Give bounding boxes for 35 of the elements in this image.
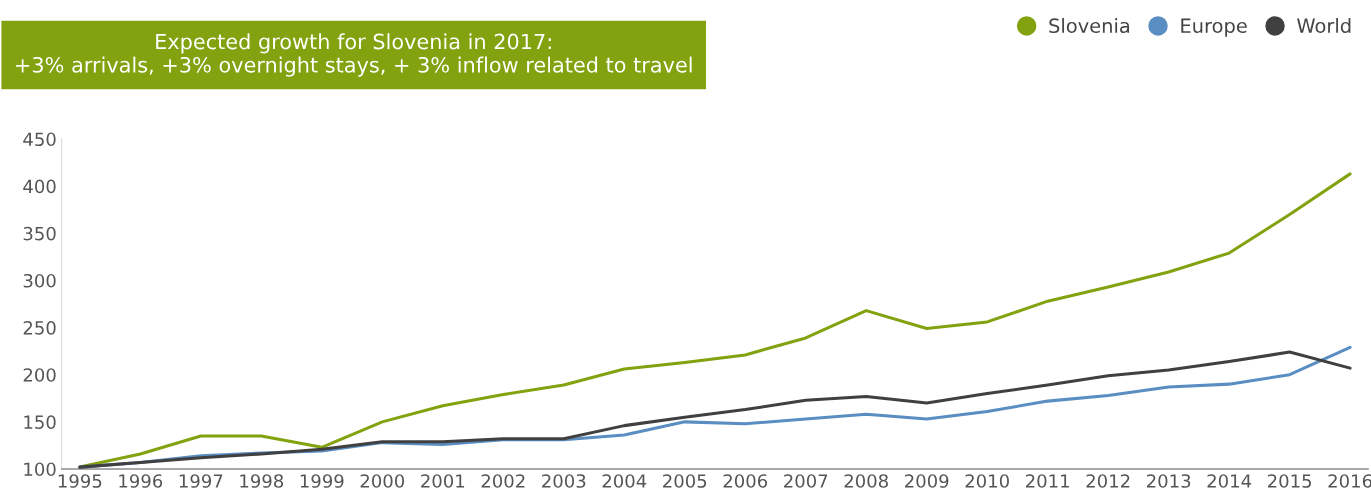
x-tick-label: 1999: [300, 474, 344, 488]
line-series: [78, 172, 1352, 469]
x-tick-label: 2008: [844, 474, 888, 488]
x-tick-label: 1997: [179, 474, 223, 488]
x-tick-label: 2005: [663, 474, 707, 488]
x-tick-label: 2014: [1207, 474, 1252, 488]
y-tick-label: 100: [24, 462, 56, 477]
x-tick-label: 2010: [965, 474, 1009, 488]
x-tick-label: 2006: [723, 474, 768, 488]
x-tick-label: 2007: [784, 474, 828, 488]
x-tick-label: 1995: [58, 474, 102, 488]
legend-label: Slovenia: [1049, 18, 1130, 34]
chart-title: Expected growth for Slovenia in 2017: +3% arrivals, +3% overnight stays, + 3% inflow related to travel: [16, 33, 692, 77]
x-tick-label: 2009: [905, 474, 949, 488]
x-tick-label: 2001: [421, 474, 465, 488]
y-tick-label: 250: [23, 321, 56, 335]
x-tick-label: 2004: [602, 474, 647, 488]
y-tick-label: 150: [24, 415, 56, 429]
legend-label: World: [1297, 18, 1351, 34]
x-tick-label: 2011: [1026, 474, 1069, 488]
x-tick-label: 2016: [1328, 474, 1371, 488]
x-tick-label: 2013: [1146, 474, 1191, 488]
legend-label: Europe: [1181, 18, 1247, 37]
y-tick-label: 450: [23, 132, 56, 147]
y-tick-label: 300: [23, 273, 56, 288]
x-tick-label: 2003: [542, 474, 586, 488]
y-tick-label: 400: [23, 179, 56, 194]
x-tick-label: 2002: [481, 474, 525, 488]
x-tick-label: 1998: [240, 474, 284, 488]
x-tick-label: 2015: [1267, 474, 1312, 488]
x-tick-label: 1996: [119, 474, 163, 488]
x-tick-label: 2000: [360, 474, 405, 488]
y-tick-label: 350: [23, 226, 56, 241]
y-tick-label: 200: [23, 368, 56, 382]
x-tick-label: 2012: [1086, 474, 1130, 488]
